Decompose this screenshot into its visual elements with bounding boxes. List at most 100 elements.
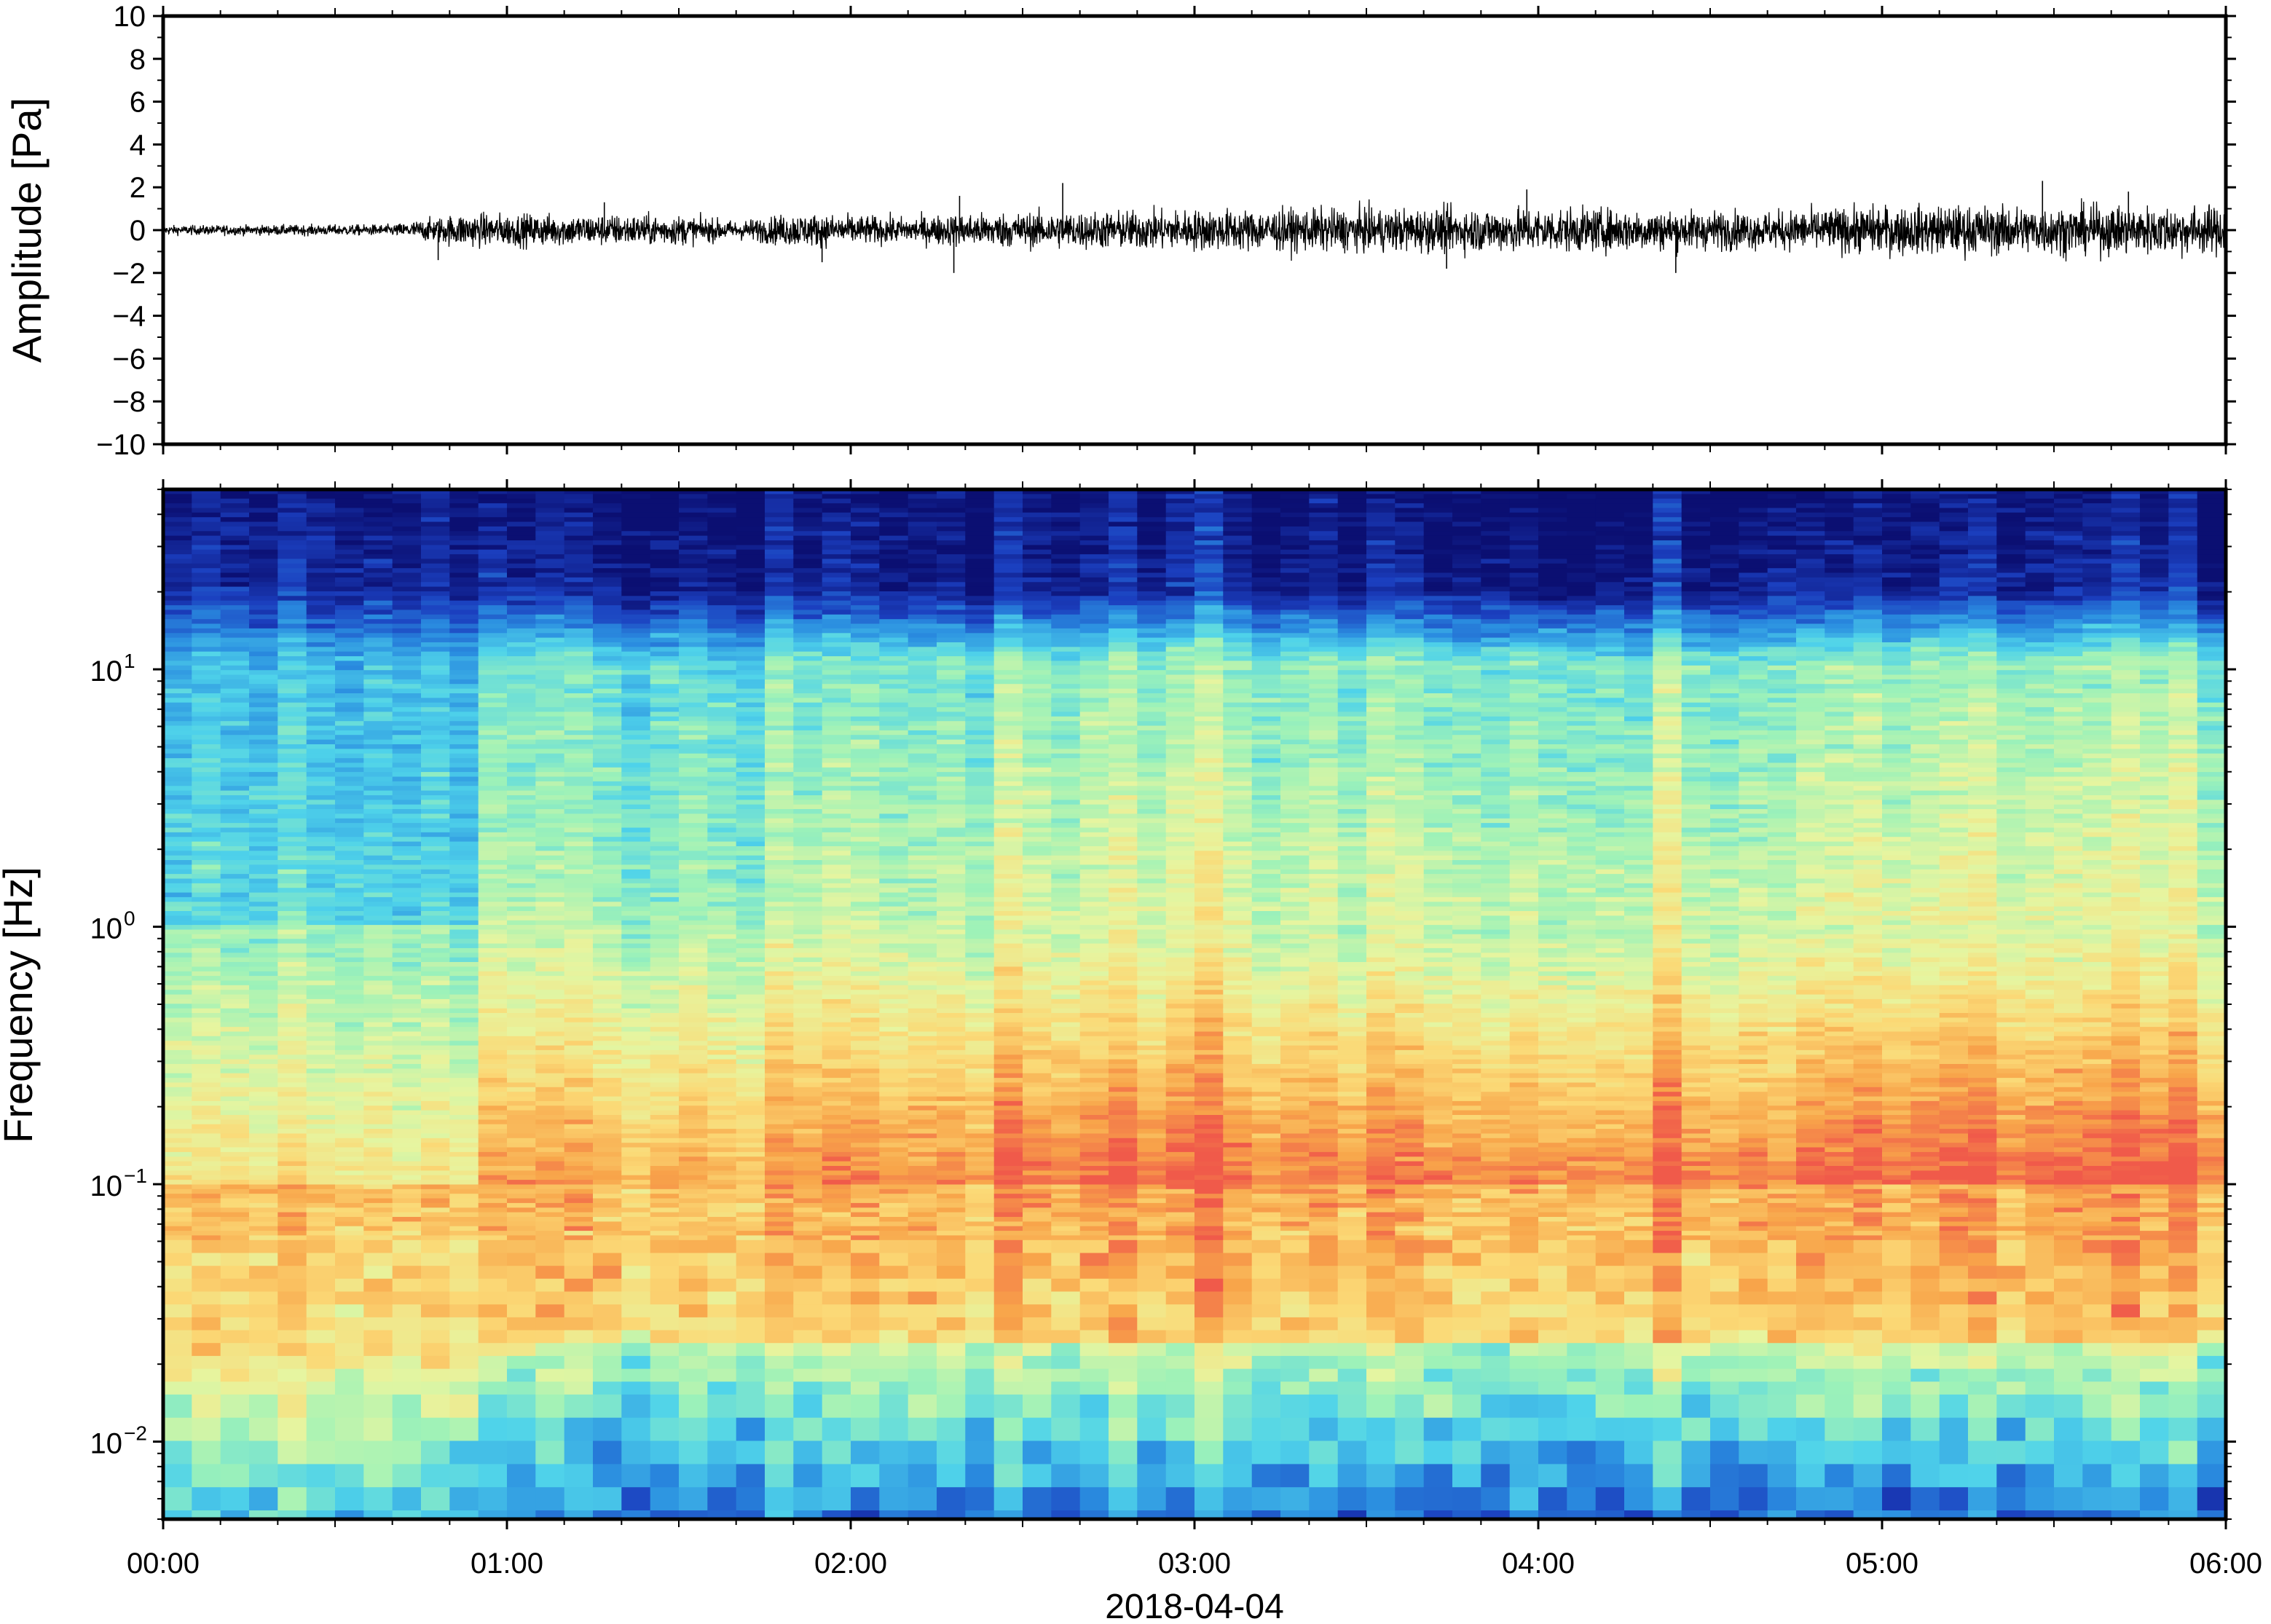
spectrogram-cell	[220, 1355, 250, 1370]
spectrogram-cell	[851, 721, 880, 727]
spectrogram-cell	[535, 1119, 565, 1125]
spectrogram-cell	[363, 1217, 393, 1222]
spectrogram-cell	[793, 869, 823, 875]
spectrogram-cell	[278, 596, 307, 602]
spectrogram-cell	[793, 762, 823, 768]
spectrogram-cell	[593, 1226, 622, 1231]
spectrogram-cell	[306, 1166, 336, 1171]
spectrogram-cell	[736, 739, 765, 745]
spectrogram-cell	[793, 804, 823, 810]
spectrogram-cell	[621, 920, 651, 926]
spectrogram-cell	[650, 623, 680, 629]
spectrogram-cell	[421, 1381, 450, 1395]
spectrogram-cell	[478, 767, 508, 773]
spectrogram-cell	[392, 1133, 422, 1139]
spectrogram-cell	[793, 939, 823, 945]
spectrogram-cell	[478, 674, 508, 680]
spectrogram-cell	[765, 1073, 794, 1079]
spectrogram-cell	[908, 823, 937, 829]
spectrogram-cell	[278, 762, 307, 768]
spectrogram-cell	[192, 744, 221, 749]
spectrogram-cell	[392, 934, 422, 939]
spectrogram-cell	[192, 549, 221, 555]
spectrogram-cell	[278, 1239, 307, 1254]
spectrogram-cell	[306, 1045, 336, 1051]
spectrogram-cell	[851, 841, 880, 847]
spectrogram-cell	[793, 1022, 823, 1028]
spectrogram-cell	[736, 1161, 765, 1167]
spectrogram-cell	[593, 619, 622, 625]
spectrogram-cell	[421, 1078, 450, 1084]
spectrogram-cell	[707, 716, 737, 722]
spectrogram-cell	[363, 707, 393, 713]
spectrogram-cell	[306, 526, 336, 532]
spectrogram-cell	[851, 823, 880, 829]
spectrogram-cell	[822, 1045, 851, 1051]
spectrogram-cell	[449, 1166, 479, 1171]
spectrogram-cell	[363, 767, 393, 773]
spectrogram-cell	[421, 1170, 450, 1176]
spectrogram-cell	[392, 762, 422, 768]
spectrogram-cell	[650, 1202, 680, 1208]
spectrogram-cell	[192, 767, 221, 773]
spectrogram-cell	[220, 674, 250, 680]
spectrogram-cell	[793, 953, 823, 958]
spectrogram-cell	[765, 1124, 794, 1130]
spectrogram-cell	[679, 600, 708, 606]
spectrogram-cell	[163, 1221, 192, 1227]
spectrogram-cell	[478, 1202, 508, 1208]
spectrogram-cell	[507, 535, 536, 541]
spectrogram-cell	[535, 1235, 565, 1241]
spectrogram-cell	[851, 957, 880, 963]
spectrogram-cell	[679, 651, 708, 657]
spectrogram-cell	[335, 1049, 364, 1055]
spectrogram-cell	[363, 1417, 393, 1442]
spectrogram-cell	[392, 1143, 422, 1148]
spectrogram-cell	[163, 1166, 192, 1171]
spectrogram-cell	[736, 1317, 765, 1331]
spectrogram-cell	[192, 971, 221, 977]
spectrogram-cell	[306, 665, 336, 671]
spectrogram-cell	[535, 851, 565, 856]
spectrogram-cell	[679, 1096, 708, 1102]
spectrogram-cell	[707, 1115, 737, 1120]
spectrogram-cell	[163, 776, 192, 782]
spectrogram-cell	[621, 1045, 651, 1051]
spectrogram-cell	[793, 1143, 823, 1148]
spectrogram-cell	[278, 1231, 307, 1237]
spectrogram-cell	[449, 508, 479, 513]
spectrogram-cell	[679, 1189, 708, 1194]
spectrogram-cell	[793, 735, 823, 741]
spectrogram-cell	[908, 841, 937, 847]
spectrogram-cell	[163, 563, 192, 569]
spectrogram-cell	[220, 1087, 250, 1092]
spectrogram-cell	[163, 1202, 192, 1208]
spectrogram-cell	[621, 813, 651, 819]
spectrogram-cell	[163, 679, 192, 685]
spectrogram-cell	[363, 1189, 393, 1194]
spectrogram-cell	[335, 1317, 364, 1331]
spectrogram-cell	[650, 837, 680, 843]
spectrogram-cell	[507, 1394, 536, 1419]
spectrogram-cell	[621, 739, 651, 745]
spectrogram-cell	[220, 772, 250, 778]
spectrogram-cell	[507, 1115, 536, 1120]
spectrogram-cell	[278, 869, 307, 875]
spectrogram-cell	[507, 1180, 536, 1186]
spectrogram-cell	[851, 1487, 880, 1511]
spectrogram-cell	[392, 721, 422, 727]
spectrogram-cell	[707, 693, 737, 698]
spectrogram-cell	[707, 1022, 737, 1028]
spectrogram-cell	[621, 577, 651, 583]
spectrogram-cell	[650, 1217, 680, 1222]
spectrogram-cell	[478, 1100, 508, 1106]
spectrogram-cell	[908, 596, 937, 602]
spectrogram-cell	[278, 892, 307, 898]
spectrogram-cell	[793, 990, 823, 996]
spectrogram-cell	[449, 1417, 479, 1442]
spectrogram-cell	[421, 998, 450, 1004]
spectrogram-cell	[765, 1180, 794, 1186]
spectrogram-cell	[335, 1110, 364, 1116]
spectrogram-cell	[593, 526, 622, 532]
spectrogram-cell	[220, 1151, 250, 1157]
